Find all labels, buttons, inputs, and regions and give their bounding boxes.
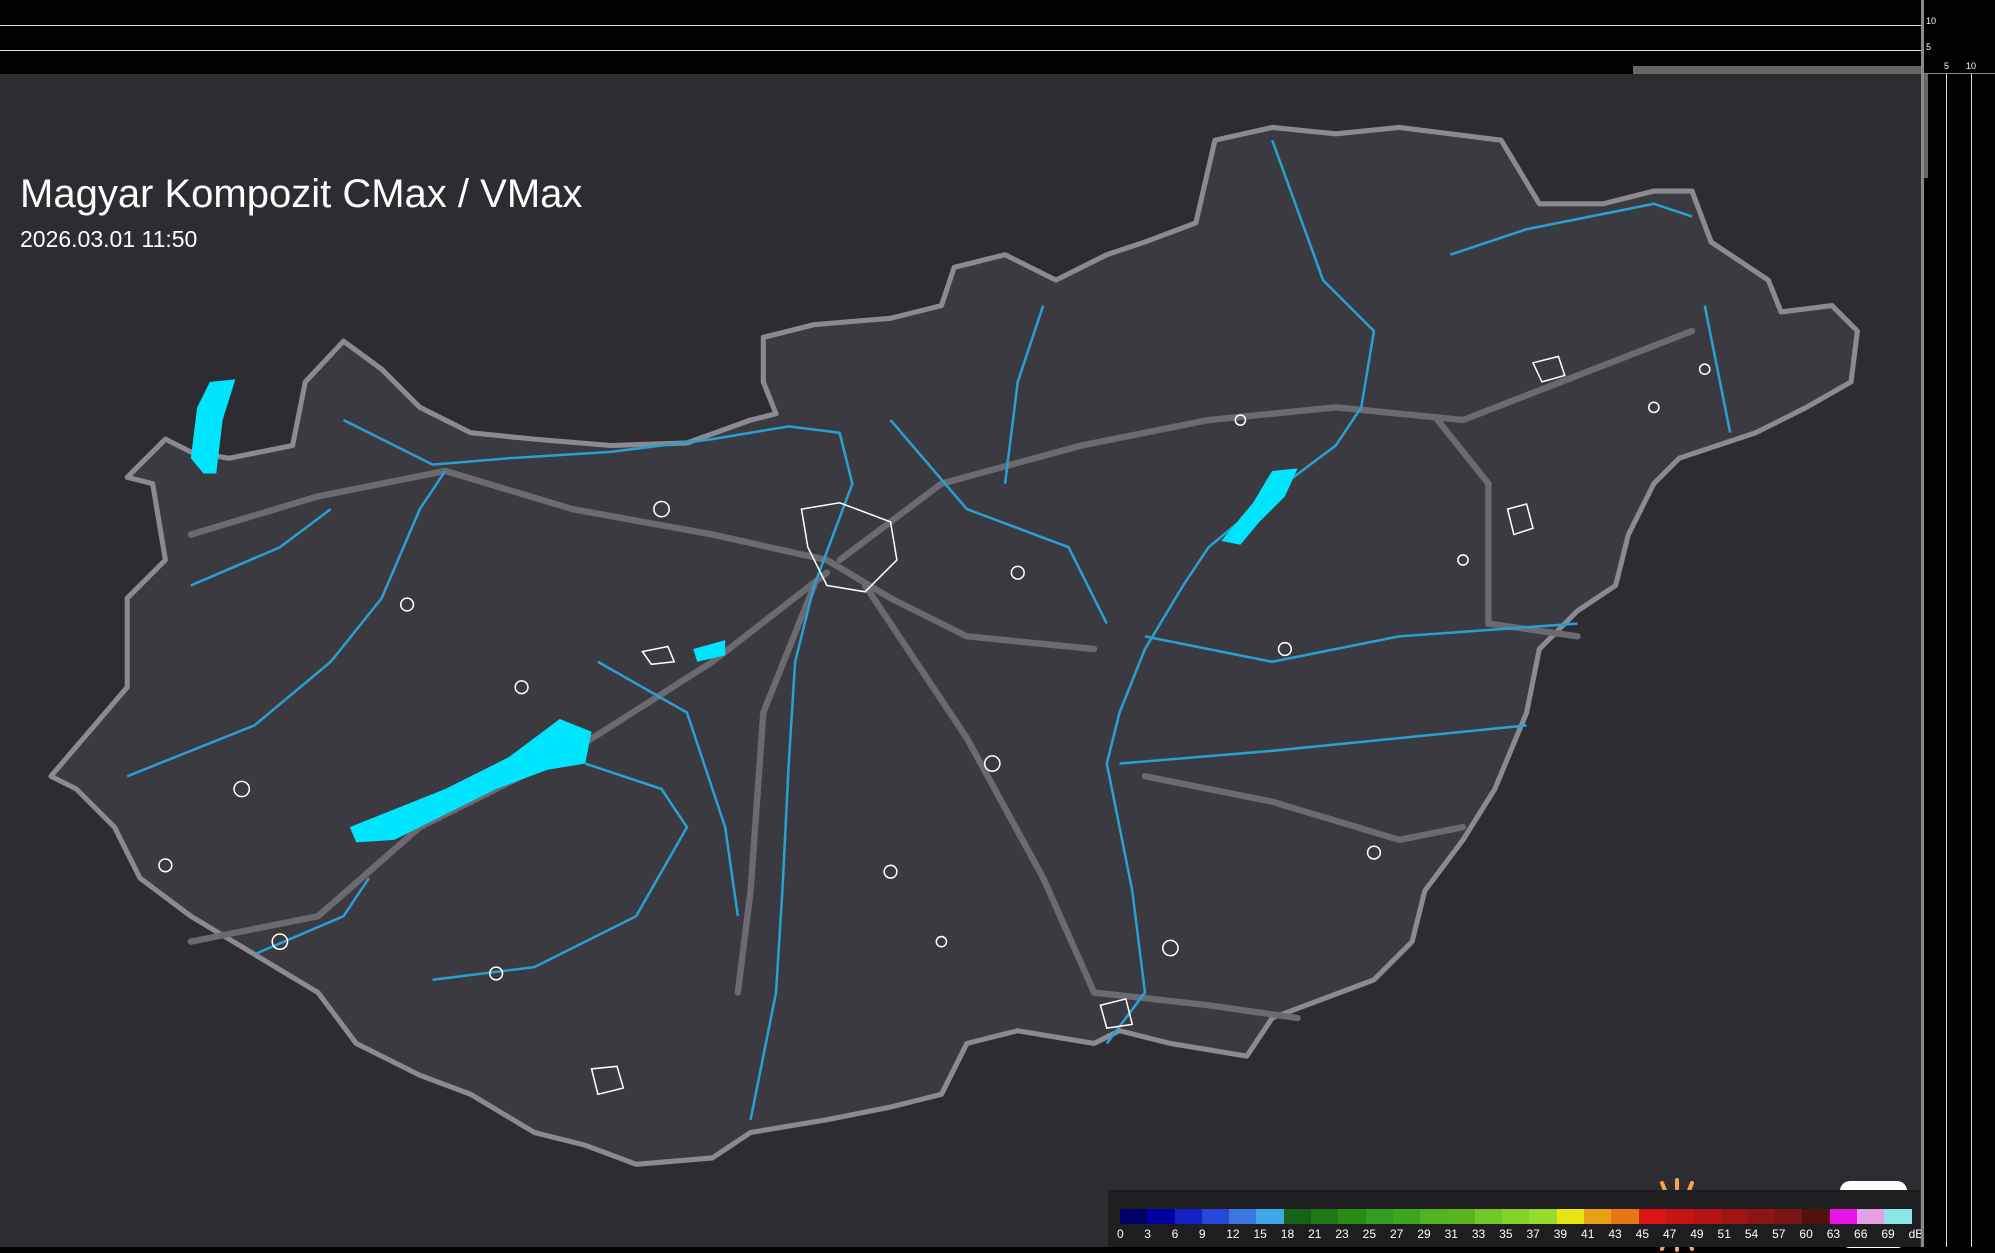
legend-color-bar <box>1120 1209 1912 1224</box>
legend-swatch <box>1829 1209 1858 1224</box>
legend-label: 25 <box>1362 1227 1377 1241</box>
legend-swatch <box>1147 1209 1175 1224</box>
legend-swatch <box>1365 1209 1393 1224</box>
legend-swatch <box>1638 1209 1666 1224</box>
legend-swatch <box>1720 1209 1748 1224</box>
map-timestamp: 2026.03.01 11:50 <box>20 226 198 252</box>
legend-label: 39 <box>1553 1227 1568 1241</box>
top-profile-panel <box>0 0 1921 74</box>
legend-swatch <box>1584 1209 1612 1224</box>
legend-label: 27 <box>1389 1227 1404 1241</box>
legend-swatch <box>1474 1209 1503 1224</box>
legend-label: 69 <box>1881 1227 1895 1241</box>
dbz-legend: 0 3 6 9 12 15 18 21 23 25 27 29 31 33 35 37 39 41 43 45 47 49… <box>1108 1190 1931 1247</box>
legend-label: 0 <box>1117 1227 1124 1241</box>
legend-swatch <box>1201 1209 1230 1224</box>
legend-label: 18 <box>1280 1227 1295 1241</box>
country-outline <box>48 124 1860 1167</box>
legend-label: 60 <box>1799 1227 1813 1241</box>
right-tick: 10 <box>1966 61 1977 71</box>
top-tick: 5 <box>1926 42 1932 52</box>
legend-swatch <box>1420 1209 1448 1224</box>
legend-swatch <box>1747 1209 1776 1224</box>
legend-swatch <box>1256 1209 1284 1224</box>
map-title: Magyar Kompozit CMax / VMax <box>20 172 583 216</box>
legend-label: 54 <box>1744 1227 1759 1241</box>
legend-label: 63 <box>1826 1227 1841 1241</box>
gridline-10 <box>0 25 1921 26</box>
legend-swatch <box>1611 1209 1639 1224</box>
top-profile-bar <box>1633 66 1921 74</box>
legend-label: 45 <box>1635 1227 1649 1241</box>
legend-swatch <box>1338 1209 1366 1224</box>
legend-swatch <box>1447 1209 1475 1224</box>
legend-label: 12 <box>1226 1227 1240 1241</box>
axis-line <box>1924 73 1995 74</box>
legend-label: 15 <box>1253 1227 1267 1241</box>
legend-swatch <box>1502 1209 1530 1224</box>
right-profile-bar <box>1924 74 1928 178</box>
legend-swatch <box>1775 1209 1803 1224</box>
legend-swatch <box>1229 1209 1257 1224</box>
lakes <box>190 379 1298 843</box>
legend-swatch <box>1174 1209 1202 1224</box>
gridline-5 <box>0 50 1921 51</box>
settlements <box>158 355 1711 1096</box>
gridline-10 <box>1971 74 1972 1247</box>
legend-label: 41 <box>1581 1227 1595 1241</box>
top-tick: 10 <box>1926 16 1937 26</box>
legend-label: 31 <box>1444 1227 1458 1241</box>
legend-label: 37 <box>1526 1227 1540 1241</box>
right-profile-panel: 10 5 5 10 <box>1921 0 1995 1247</box>
legend-swatch <box>1311 1209 1339 1224</box>
legend-label: 49 <box>1690 1227 1704 1241</box>
legend-label: 6 <box>1171 1227 1179 1241</box>
legend-swatch <box>1392 1209 1421 1224</box>
legend-swatch <box>1120 1209 1148 1224</box>
legend-swatch <box>1884 1209 1912 1224</box>
legend-labels: 0 3 6 9 12 15 18 21 23 25 27 29 31 33 35 37 39 41 43 45 47 49… <box>1117 1227 1939 1241</box>
hungary-map-svg <box>48 124 1860 1167</box>
legend-label: 9 <box>1198 1227 1206 1241</box>
right-tick: 5 <box>1944 61 1950 71</box>
lake-ferto <box>190 379 236 474</box>
legend-swatch <box>1693 1209 1721 1224</box>
legend-label: 21 <box>1308 1227 1322 1241</box>
gridline-5 <box>1946 74 1947 1247</box>
legend-label: 35 <box>1499 1227 1513 1241</box>
legend-swatch <box>1665 1209 1694 1224</box>
legend-swatch <box>1857 1209 1885 1224</box>
legend-label: 3 <box>1144 1227 1151 1241</box>
lake-velence <box>693 640 726 662</box>
legend-label: 66 <box>1854 1227 1868 1241</box>
legend-swatch <box>1529 1209 1557 1224</box>
rivers <box>126 139 1732 1121</box>
roads <box>187 327 1696 1022</box>
radar-map[interactable]: Magyar Kompozit CMax / VMax 2026.03.01 1… <box>0 74 1931 1252</box>
legend-swatch <box>1283 1209 1312 1224</box>
lake-balaton <box>349 719 592 843</box>
legend-label: 47 <box>1662 1227 1677 1241</box>
legend-label: 51 <box>1717 1227 1731 1241</box>
legend-swatch <box>1802 1209 1830 1224</box>
lake-tisza <box>1221 468 1298 545</box>
legend-label: 57 <box>1772 1227 1786 1241</box>
legend-label: 43 <box>1608 1227 1622 1241</box>
legend-label: 33 <box>1471 1227 1486 1241</box>
legend-label: 29 <box>1417 1227 1431 1241</box>
legend-label: 23 <box>1335 1227 1349 1241</box>
legend-swatch <box>1556 1209 1585 1224</box>
